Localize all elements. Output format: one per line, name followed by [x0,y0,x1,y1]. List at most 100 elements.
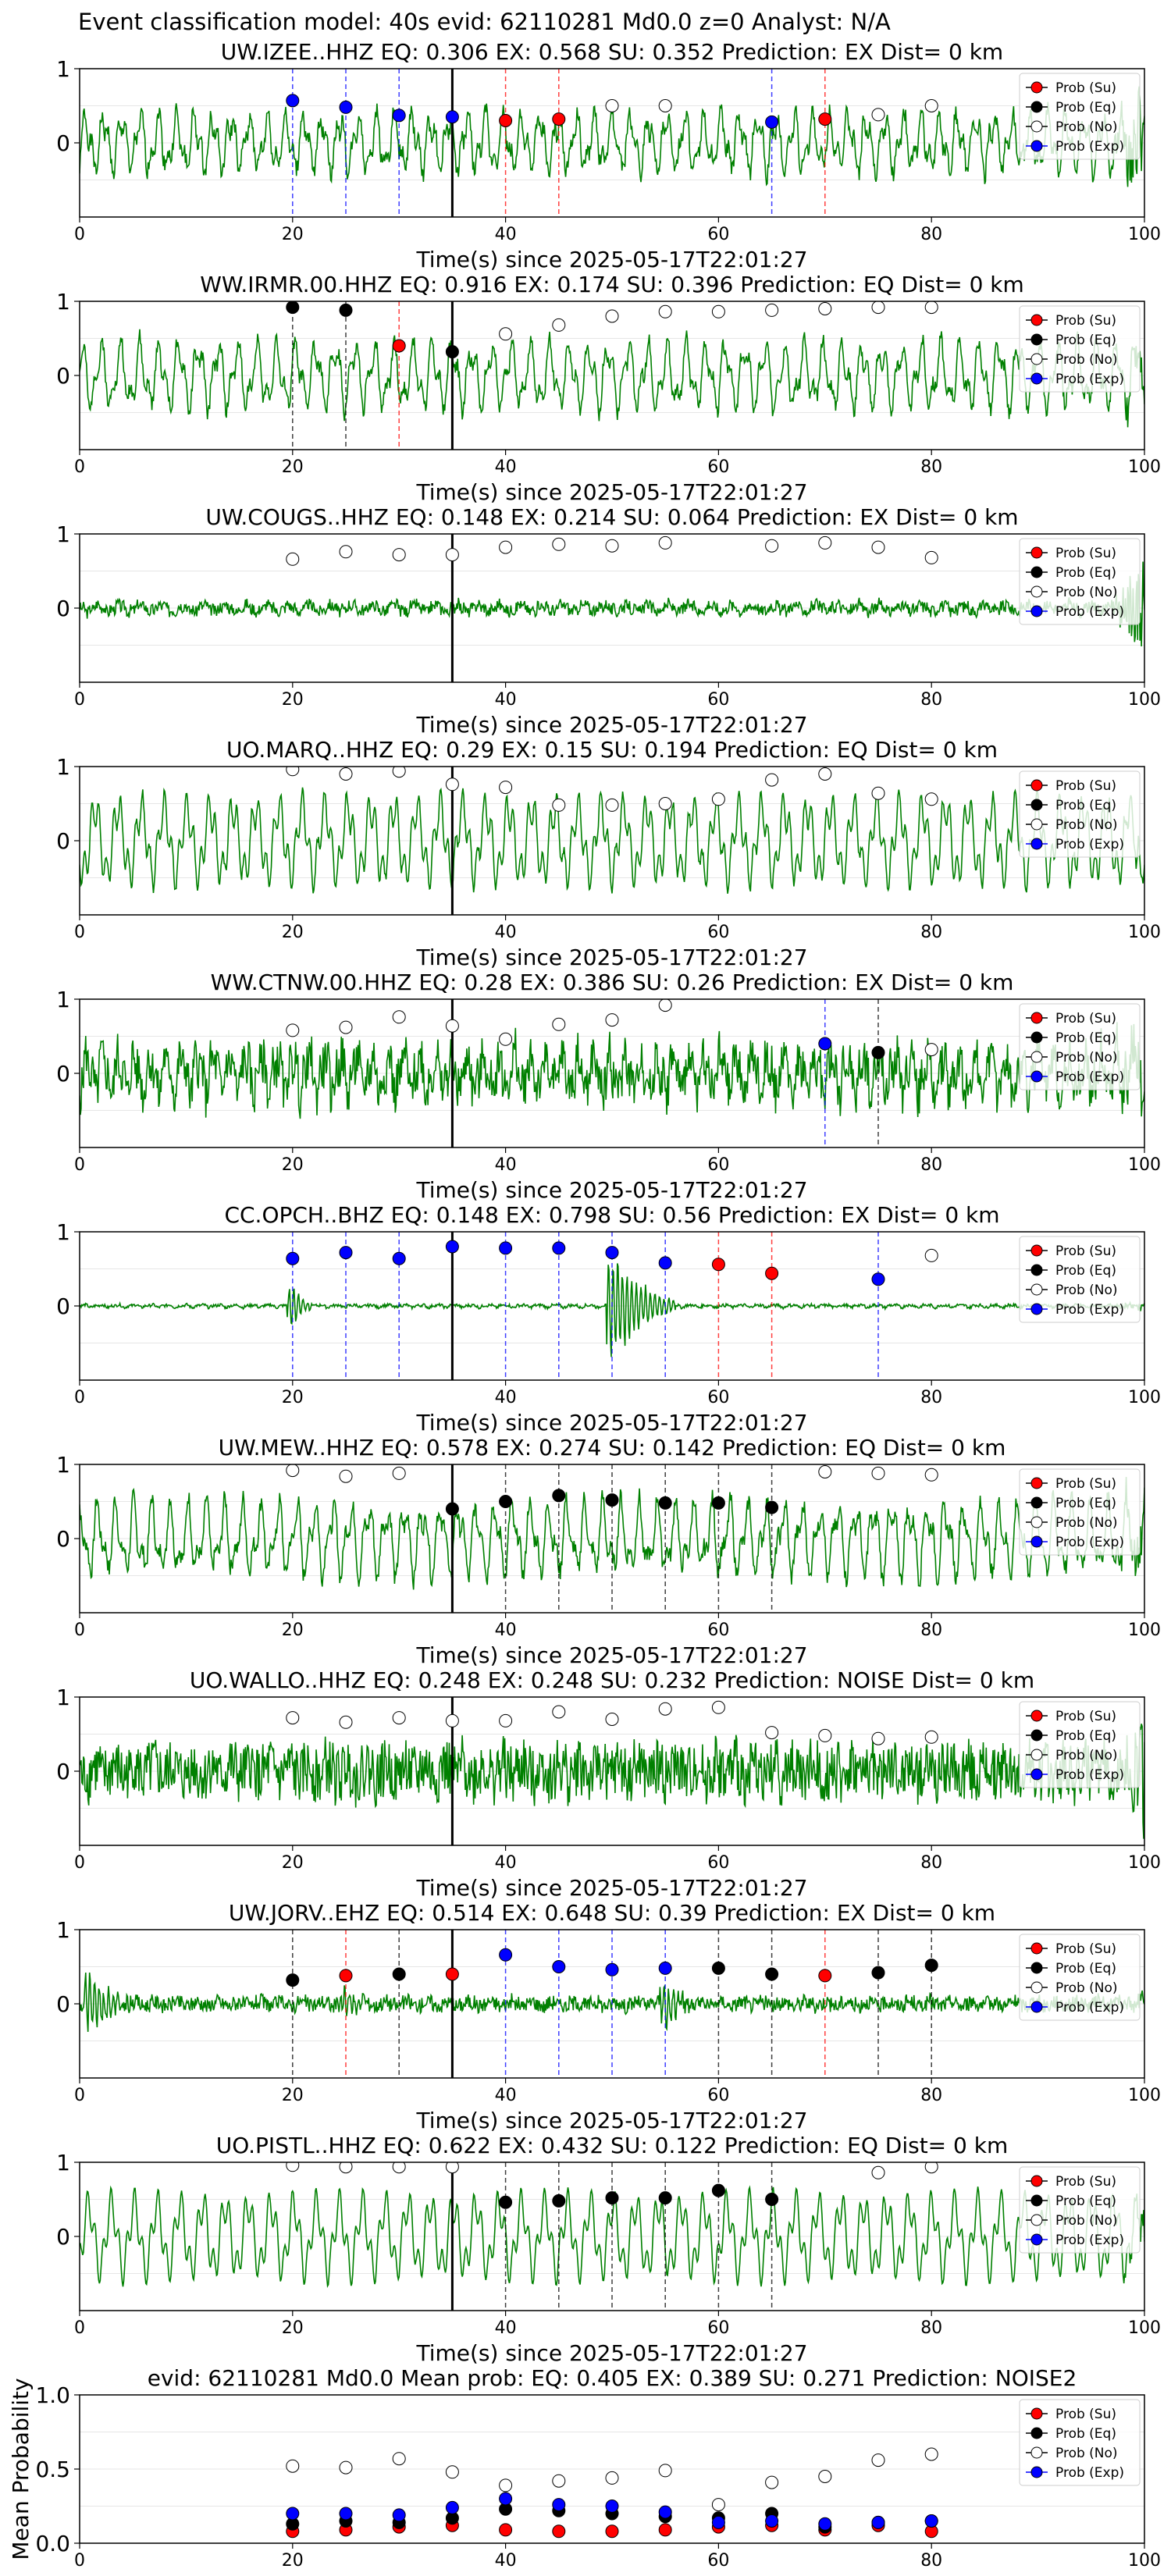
x-tick-label: 20 [282,923,304,942]
prob-point-no [499,1032,513,1046]
prob-point-exp [339,100,353,114]
x-tick-label: 100 [1128,1853,1161,1873]
legend: Prob (Su) Prob (Eq) Prob (No) Prob (Exp) [1019,1236,1141,1323]
legend-label: Prob (Exp) [1055,1069,1124,1085]
prob-point-no [658,535,672,550]
panel-1: UW.IZEE..HHZ EQ: 0.306 EX: 0.568 SU: 0.3… [56,39,1161,272]
x-tick-label: 0 [74,2551,85,2571]
waveform-trace [80,787,1144,894]
x-tick-label: 40 [495,1621,517,1640]
waveform-trace [80,1263,1144,1357]
prob-point-no [765,303,779,317]
x-tick-label: 0 [74,457,85,477]
prob-point-no [924,1043,938,1057]
x-tick-label: 80 [920,1621,942,1640]
prob-point-no [392,2162,406,2174]
legend-label: Prob (Su) [1055,778,1116,794]
prob-point-su [552,112,566,126]
legend-marker-exp [1030,1535,1043,1548]
prob-point-no [871,108,885,122]
legend-marker-eq [1030,566,1043,578]
prob-point-eq [711,1496,725,1510]
prob-point-no [871,2165,885,2179]
prob-point-no [499,781,513,795]
prob-point-no [339,1715,353,1729]
legend-label: Prob (Su) [1055,1709,1116,1724]
prob-point-no [552,1705,566,1719]
prob-point-no [392,767,406,778]
legend-marker-exp [1030,1070,1043,1083]
x-tick-label: 0 [74,690,85,710]
legend-label: Prob (No) [1055,1748,1118,1763]
panel-2: WW.IRMR.00.HHZ EQ: 0.916 EX: 0.174 SU: 0… [56,272,1161,505]
mean-prob-point-no [871,2453,885,2467]
prob-point-no [605,309,619,323]
prob-point-eq [765,2193,779,2206]
prob-point-exp [339,1246,353,1260]
prob-point-no [658,999,672,1012]
legend-label: Prob (Eq) [1055,2426,1116,2442]
x-axis-label: Time(s) since 2025-05-17T22:01:27 [415,2108,807,2133]
legend-label: Prob (No) [1055,1515,1118,1531]
legend-marker-eq [1030,1729,1043,1742]
y-tick-label: 1.0 [35,2382,70,2408]
prob-point-exp [499,1948,513,1962]
mean-prob-point-no [499,2478,513,2492]
x-axis-label: Time(s) since 2025-05-17T22:01:27 [415,1642,807,1668]
mean-prob-point-exp [445,2500,459,2514]
plot-area [80,534,1144,682]
legend-label: Prob (Su) [1055,1244,1116,1259]
legend-label: Prob (Eq) [1055,2194,1116,2209]
legend-label: Prob (Eq) [1055,1263,1116,1279]
legend-label: Prob (Exp) [1055,1302,1124,1318]
x-tick-label: 40 [495,2318,517,2338]
plot-area [286,2447,938,2539]
mean-prob-point-exp [605,2500,619,2513]
prob-point-no [339,1469,353,1483]
y-tick-label: 0 [56,828,70,854]
legend-marker-eq [1030,1962,1043,1974]
x-tick-label: 100 [1128,690,1161,710]
panel-title: UW.JORV..EHZ EQ: 0.514 EX: 0.648 SU: 0.3… [229,1900,995,1926]
prob-point-no [765,773,779,787]
legend-marker-exp [1030,838,1043,850]
prob-point-exp [286,1251,300,1265]
prob-point-no [818,535,832,550]
legend-label: Prob (Su) [1055,2174,1116,2190]
prob-point-no [605,1013,619,1027]
prob-point-eq [658,1496,672,1510]
legend-box [1019,770,1141,858]
legend-label: Prob (Exp) [1055,1535,1124,1550]
legend-marker-no [1030,818,1043,831]
x-tick-label: 20 [282,1853,304,1873]
prob-point-no [286,1464,300,1478]
prob-point-exp [765,115,779,129]
prob-point-eq [765,1967,779,1981]
prob-point-exp [818,1037,832,1051]
x-tick-label: 80 [920,2318,942,2338]
plot-area [80,69,1144,217]
x-tick-label: 40 [495,457,517,477]
x-tick-label: 0 [74,923,85,942]
legend-label: Prob (No) [1055,1050,1118,1066]
y-tick-label: 0 [56,1061,70,1087]
legend: Prob (Su) Prob (Eq) Prob (No) Prob (Exp) [1019,73,1141,160]
x-tick-label: 80 [920,923,942,942]
prob-point-su [499,114,513,127]
prob-point-eq [445,345,459,359]
x-tick-label: 0 [74,1388,85,1407]
legend: Prob (Su) Prob (Eq) Prob (No) Prob (Exp) [1019,1701,1141,1788]
panel-3: UW.COUGS..HHZ EQ: 0.148 EX: 0.214 SU: 0.… [56,504,1161,738]
x-tick-label: 80 [920,1155,942,1175]
legend-label: Prob (Eq) [1055,565,1116,581]
x-tick-label: 0 [74,1853,85,1873]
legend-marker-no [1030,120,1043,133]
legend-marker-exp [1030,1768,1043,1781]
prob-point-no [286,552,300,566]
legend-marker-su [1030,2407,1043,2420]
y-tick-label: 1 [56,1452,70,1478]
prob-point-no [818,767,832,781]
legend-box [1019,1003,1141,1091]
panel-11: evid: 62110281 Md0.0 Mean prob: EQ: 0.40… [8,2365,1161,2571]
prob-point-eq [871,1045,885,1059]
